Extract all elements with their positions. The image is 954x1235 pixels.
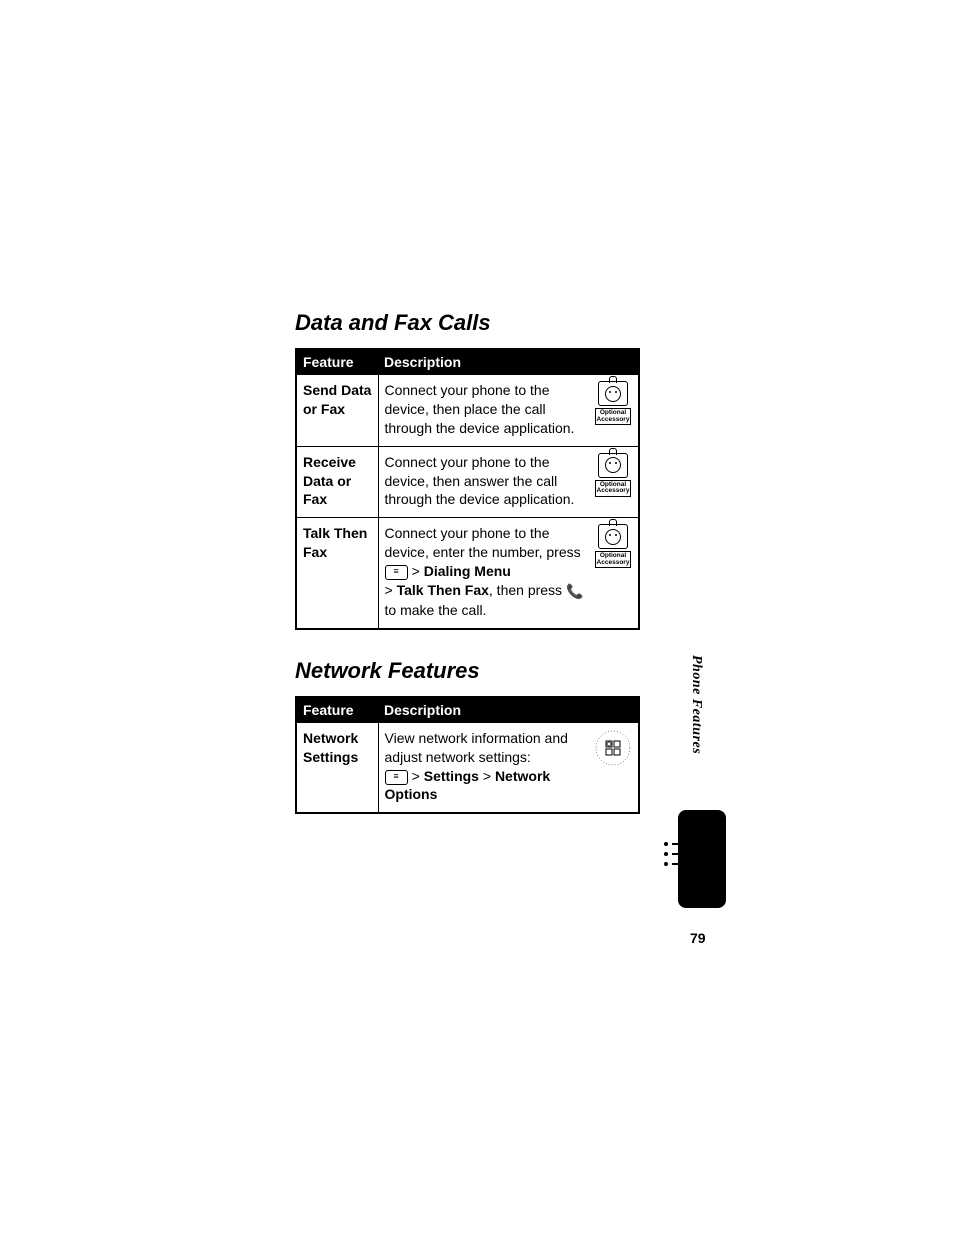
feature-cell: Network Settings <box>296 722 378 813</box>
description-text: Connect your phone to the device, then p… <box>385 382 575 436</box>
description-cell: Connect your phone to the device, then a… <box>378 446 639 518</box>
margin-section-label: Phone Features <box>688 655 704 754</box>
feature-cell: Receive Data or Fax <box>296 446 378 518</box>
gt: > <box>412 768 420 784</box>
optional-accessory-icon: OptionalAccessory <box>592 524 634 568</box>
description-text: Connect your phone to the device, enter … <box>385 525 581 560</box>
gt: > <box>412 563 420 579</box>
description-cell: Connect your phone to the device, then p… <box>378 375 639 447</box>
description-text: Connect your phone to the device, then a… <box>385 454 575 508</box>
menu-path: Settings <box>424 768 479 784</box>
badge-line2: Accessory <box>597 416 630 423</box>
table-row: Network Settings View network informatio… <box>296 722 639 813</box>
col-header-description: Description <box>378 697 639 723</box>
table-row: Send Data or Fax Connect your phone to t… <box>296 375 639 447</box>
optional-accessory-icon: OptionalAccessory <box>592 453 634 497</box>
col-header-feature: Feature <box>296 697 378 723</box>
gt: > <box>385 582 393 598</box>
feature-cell: Talk Then Fax <box>296 518 378 629</box>
menu-key-icon <box>385 565 408 580</box>
table-row: Talk Then Fax Connect your phone to the … <box>296 518 639 629</box>
thumb-tab-icon <box>678 810 726 908</box>
badge-line2: Accessory <box>597 559 630 566</box>
list-icon <box>664 842 692 866</box>
table-data-fax: Feature Description Send Data or Fax Con… <box>295 348 640 630</box>
description-text: , then press <box>489 582 566 598</box>
table-row: Receive Data or Fax Connect your phone t… <box>296 446 639 518</box>
gt: > <box>483 768 491 784</box>
feature-cell: Send Data or Fax <box>296 375 378 447</box>
call-key-icon: 📞 <box>566 582 583 601</box>
description-text: View network information and adjust netw… <box>385 730 568 765</box>
page-content: Data and Fax Calls Feature Description S… <box>295 310 655 842</box>
badge-line2: Accessory <box>597 487 630 494</box>
network-dependent-icon <box>592 729 634 773</box>
menu-key-icon <box>385 770 408 785</box>
page-number: 79 <box>690 930 706 946</box>
col-header-description: Description <box>378 349 639 375</box>
section-heading-network: Network Features <box>295 658 655 684</box>
description-text: to make the call. <box>385 602 487 618</box>
section-heading-data-fax: Data and Fax Calls <box>295 310 655 336</box>
menu-path: Dialing Menu <box>424 563 511 579</box>
col-header-feature: Feature <box>296 349 378 375</box>
description-cell: Connect your phone to the device, enter … <box>378 518 639 629</box>
description-cell: View network information and adjust netw… <box>378 722 639 813</box>
menu-path: Talk Then Fax <box>397 582 489 598</box>
table-network: Feature Description Network Settings Vie… <box>295 696 640 815</box>
optional-accessory-icon: OptionalAccessory <box>592 381 634 425</box>
